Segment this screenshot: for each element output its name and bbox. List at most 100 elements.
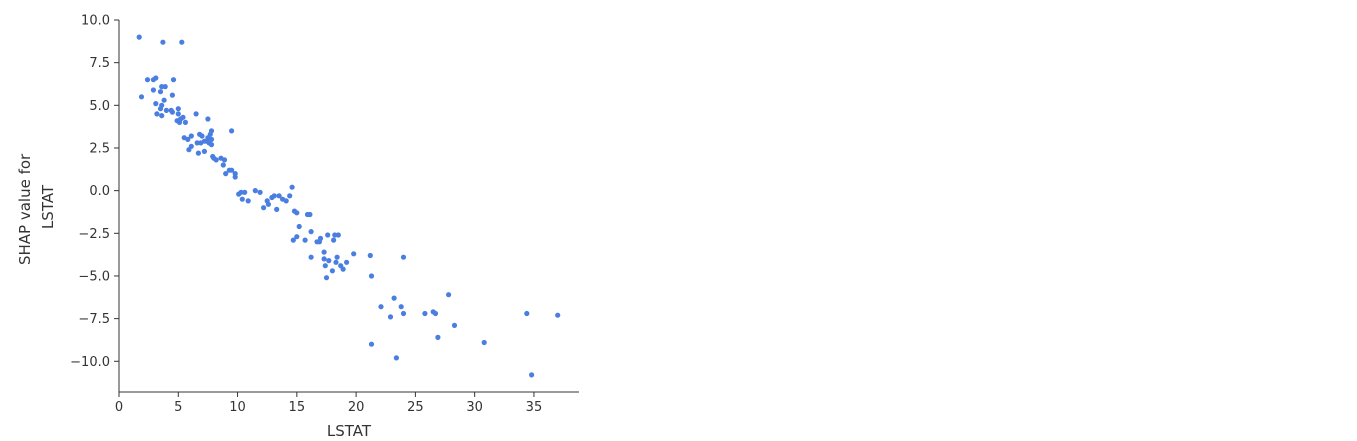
data-point bbox=[199, 133, 205, 139]
data-point bbox=[144, 77, 151, 83]
x-tick-label: 20 bbox=[348, 400, 365, 415]
data-point bbox=[333, 259, 339, 265]
data-point bbox=[185, 136, 191, 142]
y-tick-label: −10.0 bbox=[70, 355, 110, 370]
data-point bbox=[162, 84, 168, 90]
data-point bbox=[391, 295, 397, 301]
data-point bbox=[175, 111, 181, 117]
data-point bbox=[170, 77, 177, 83]
data-point bbox=[157, 106, 164, 112]
data-point bbox=[242, 189, 248, 195]
data-point bbox=[529, 372, 535, 378]
data-point bbox=[182, 119, 188, 125]
data-point bbox=[340, 266, 346, 272]
data-point bbox=[331, 237, 337, 243]
data-point bbox=[229, 128, 235, 134]
data-point bbox=[257, 189, 263, 195]
data-point bbox=[208, 128, 215, 134]
data-point bbox=[321, 249, 327, 255]
data-point bbox=[208, 142, 215, 148]
data-point bbox=[136, 34, 142, 40]
data-point bbox=[317, 235, 324, 241]
data-point bbox=[368, 341, 375, 347]
data-point bbox=[378, 304, 384, 310]
data-point bbox=[186, 147, 192, 153]
data-point bbox=[261, 205, 267, 211]
data-point bbox=[169, 92, 175, 98]
y-axis-title-line-1: SHAP value for bbox=[16, 153, 34, 265]
data-point bbox=[367, 252, 373, 259]
data-point bbox=[223, 171, 229, 177]
x-tick-label: 15 bbox=[289, 400, 306, 415]
data-point bbox=[163, 107, 169, 113]
data-point bbox=[169, 109, 175, 115]
data-point bbox=[334, 254, 340, 260]
data-point bbox=[238, 189, 244, 195]
data-point bbox=[175, 106, 181, 112]
data-point bbox=[422, 310, 428, 317]
data-point bbox=[524, 310, 530, 317]
y-tick-label: 10.0 bbox=[81, 14, 110, 29]
data-point bbox=[205, 116, 211, 122]
data-point bbox=[283, 198, 289, 204]
data-point bbox=[325, 232, 331, 238]
data-point bbox=[351, 251, 357, 257]
data-point bbox=[252, 188, 258, 194]
y-tick-label: 2.5 bbox=[89, 141, 110, 156]
data-point bbox=[296, 223, 302, 230]
data-point bbox=[154, 111, 160, 117]
data-point bbox=[176, 119, 183, 125]
data-point bbox=[335, 232, 341, 238]
data-point bbox=[387, 314, 394, 320]
y-tick-label: −7.5 bbox=[78, 312, 110, 327]
y-ticks: 10.0 7.5 5.0 2.5 0.0 −2.5 −5.0 −7.5 −10.0 bbox=[70, 14, 119, 370]
data-point bbox=[344, 259, 350, 265]
x-tick-label: 0 bbox=[115, 400, 123, 415]
data-point bbox=[201, 148, 207, 154]
data-point bbox=[159, 113, 165, 119]
y-tick-label: −2.5 bbox=[78, 227, 110, 242]
data-point bbox=[329, 268, 335, 274]
data-point bbox=[400, 254, 407, 260]
data-point bbox=[290, 237, 296, 243]
y-tick-label: 5.0 bbox=[89, 99, 110, 114]
data-point bbox=[435, 334, 441, 340]
x-tick-label: 25 bbox=[407, 400, 424, 415]
y-tick-label: 0.0 bbox=[89, 184, 110, 199]
data-point bbox=[221, 157, 228, 163]
data-point bbox=[161, 97, 167, 103]
data-point bbox=[326, 258, 332, 264]
data-point bbox=[265, 201, 271, 207]
data-point bbox=[274, 206, 280, 212]
data-point bbox=[398, 304, 404, 310]
data-point bbox=[194, 140, 200, 146]
x-tick-label: 30 bbox=[466, 400, 483, 415]
axes bbox=[118, 20, 579, 393]
data-point bbox=[195, 150, 201, 156]
data-point bbox=[451, 322, 458, 328]
x-axis-title: LSTAT bbox=[327, 422, 372, 440]
data-point bbox=[307, 211, 313, 218]
data-point bbox=[302, 237, 308, 243]
x-tick-label: 10 bbox=[229, 400, 246, 415]
data-point bbox=[157, 89, 164, 95]
data-point bbox=[220, 162, 226, 168]
data-point bbox=[180, 114, 186, 120]
y-tick-label: −5.0 bbox=[78, 269, 110, 284]
x-tick-label: 5 bbox=[174, 400, 182, 415]
data-point bbox=[432, 310, 439, 317]
data-point bbox=[138, 94, 145, 100]
data-point bbox=[289, 184, 295, 190]
data-point bbox=[229, 167, 235, 173]
data-point bbox=[188, 133, 194, 139]
data-point bbox=[308, 229, 314, 235]
data-point bbox=[193, 111, 199, 117]
data-point bbox=[368, 273, 375, 279]
data-point bbox=[555, 312, 561, 318]
x-ticks: 0 5 10 15 20 25 30 35 bbox=[115, 392, 542, 415]
data-point bbox=[160, 39, 166, 45]
data-point bbox=[308, 254, 314, 260]
data-point bbox=[400, 310, 407, 317]
data-point bbox=[213, 157, 219, 163]
data-point bbox=[245, 198, 251, 204]
